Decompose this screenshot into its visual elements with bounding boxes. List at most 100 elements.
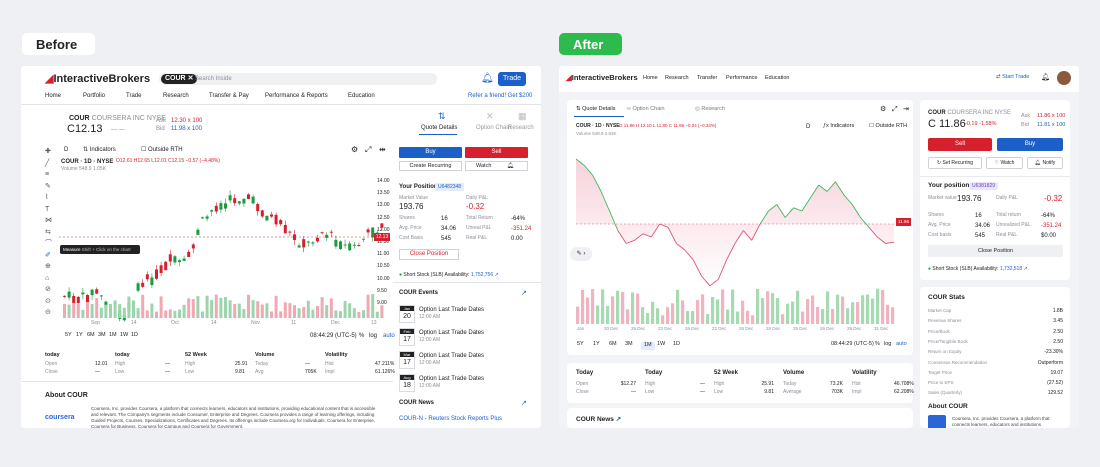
chart-settings-gear-icon[interactable]: ⚙ [880,106,887,113]
ib-logo[interactable]: ◢InteractiveBrokers [566,73,638,82]
ib-logo[interactable]: ◢InteractiveBrokers [45,74,150,85]
range-option[interactable]: 1D [673,341,681,347]
indicators-button[interactable]: ƒx Indicators [823,123,855,129]
event-title[interactable]: Option Last Trade Dates [419,330,485,336]
chart-settings-gear-icon[interactable]: ⚙ [351,145,359,154]
draw-tool-icon[interactable]: ╱ [45,159,50,167]
notification-bell-icon[interactable]: 🔔︎ [481,73,494,84]
buy-button[interactable]: Buy [997,138,1063,151]
range-option[interactable]: 6M [609,341,617,347]
refer-link[interactable]: Refer a friend! Get $200 [468,93,533,99]
start-trade-link[interactable]: ⇄ Start Trade [996,74,1030,80]
range-option[interactable]: 3M [98,332,106,338]
draw-tool-icon[interactable]: T [45,205,50,213]
notify-button[interactable]: 🔔︎ Notify [1027,157,1063,169]
search-ticker-chip[interactable]: COUR ✕ [161,74,198,84]
range-option[interactable]: 1M [109,332,117,338]
event-title[interactable]: Option Last Trade Dates [419,376,485,382]
range-option[interactable]: 6M [87,332,95,338]
set-recurring-button[interactable]: ↻ Set Recurring [928,157,982,169]
draw-tool-icon[interactable]: ✎ [45,182,51,190]
range-option[interactable]: 1W [657,341,666,347]
notification-bell-icon[interactable]: 🔔︎ [1041,74,1050,81]
chart-interval[interactable]: D [64,147,69,153]
watch-button[interactable]: ♡ Watch [986,157,1023,169]
auto-toggle[interactable]: auto [896,341,907,347]
search-bar[interactable]: COUR ✕ Search Inside [159,73,437,85]
nav-item[interactable]: Research [163,93,189,99]
indicators-button[interactable]: ⇅ Indicators [83,147,116,153]
nav-item[interactable]: Transfer & Pay [209,93,249,99]
range-option[interactable]: 5Y [65,332,72,338]
nav-item[interactable]: Home [45,93,62,99]
nav-item[interactable]: Education [765,75,790,81]
tab-0[interactable]: ⇅ Quote Details [576,106,616,112]
tab-0[interactable]: Quote Details [421,125,458,131]
price-chart[interactable] [576,136,898,326]
nav-item[interactable]: Transfer [697,75,718,81]
draw-tool-icon[interactable]: ✚ [45,148,51,155]
range-option[interactable]: 1M [641,342,655,350]
draw-tool-icon[interactable]: ⊘ [45,286,51,293]
news-expand-icon[interactable]: ↗ [615,416,622,423]
tab-2[interactable]: ◎ Research [695,106,725,112]
watch-button[interactable]: Watch 🔔︎ [465,161,528,171]
price-line-segment [734,230,744,244]
outside-rth-checkbox[interactable]: ☐ Outside RTH [869,123,908,129]
events-expand-icon[interactable]: ↗ [521,290,527,297]
outside-rth-checkbox[interactable]: ☐ Outside RTH [141,147,183,153]
draw-tool-icon[interactable]: ⊙ [45,297,51,305]
log-toggle[interactable]: log [884,341,892,347]
range-option[interactable]: 1W [120,332,129,338]
tab-2[interactable]: Research [508,125,534,131]
percent-toggle[interactable]: % [875,341,880,347]
tab-1[interactable]: ∞ Option Chain [627,106,665,112]
nav-item[interactable]: Research [665,75,689,81]
draw-tool-icon[interactable]: ⋈ [45,217,52,224]
fullscreen-icon[interactable]: ⤢ [892,106,898,113]
trade-button[interactable]: Trade [498,72,526,86]
percent-toggle[interactable]: % [359,333,365,339]
range-option[interactable]: 1Y [76,332,83,338]
range-option[interactable]: 1D [131,332,139,338]
news-expand-icon[interactable]: ↗ [521,400,527,407]
draw-tool-icon[interactable]: ⊕ [45,263,51,270]
event-title[interactable]: Option Last Trade Dates [419,307,485,313]
range-option[interactable]: 1Y [593,341,600,347]
nav-item[interactable]: Portfolio [83,93,106,99]
range-option[interactable]: 5Y [577,341,584,347]
draw-tool-icon[interactable]: ⊝ [45,309,51,316]
nav-item[interactable]: Trade [126,93,142,99]
drawing-tools-toggle[interactable]: ✎ › [570,247,592,261]
avatar[interactable] [1057,71,1071,85]
chart-interval[interactable]: D [806,124,811,130]
draw-tool-icon[interactable]: ⌇ [45,194,49,201]
sell-button[interactable]: Sell [465,147,528,158]
draw-tool-icon[interactable]: ≡ [45,171,50,178]
nav-item[interactable]: Performance & Reports [265,93,328,99]
draw-tool-icon[interactable]: ⌒ [45,240,52,247]
event-title[interactable]: Option Last Trade Dates [419,353,485,359]
close-position-button[interactable]: Close Position [399,249,459,260]
news-item-link[interactable]: COUR-N - Reuters Stock Reports Plus [399,416,503,422]
auto-toggle[interactable]: auto [383,333,395,339]
draw-tool-icon[interactable]: ✐ [45,251,51,259]
fullscreen-icon[interactable]: ⤢ [365,145,372,154]
nav-item[interactable]: Home [643,75,658,81]
close-position-button[interactable]: Close Position [928,245,1063,257]
draw-tool-icon[interactable]: ⇆ [45,228,51,236]
buy-button[interactable]: Buy [399,147,462,158]
draw-tool-icon[interactable]: ⌂ [45,274,50,282]
collapse-icon[interactable]: ⇹ [379,145,386,154]
search-input[interactable]: Search Inside [195,76,232,82]
tab-1[interactable]: Option Chain [476,125,512,131]
nav-item[interactable]: Education [348,93,375,99]
range-option[interactable]: 3M [625,341,633,347]
create-recurring-button[interactable]: Create Recurring [399,161,462,171]
price-chart[interactable] [59,166,399,326]
volume-readout: Volume 548.9 2.83K [576,131,617,136]
log-toggle[interactable]: log [369,333,378,339]
sell-button[interactable]: Sell [928,138,992,151]
collapse-icon[interactable]: ⇥ [903,106,909,113]
nav-item[interactable]: Performance [726,75,758,81]
